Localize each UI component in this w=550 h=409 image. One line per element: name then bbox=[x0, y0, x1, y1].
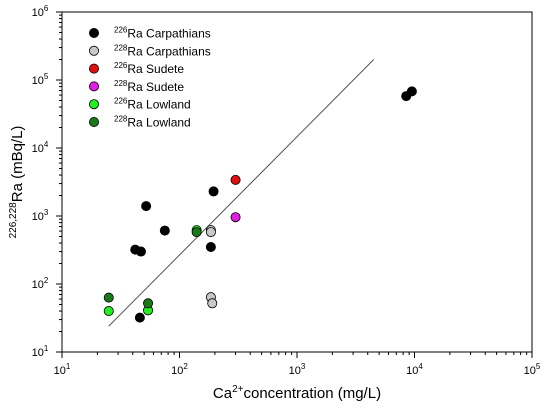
legend-label: 226Ra Carpathians bbox=[114, 26, 211, 41]
y-axis-title: 226,228Ra (mBq/L) bbox=[8, 126, 26, 239]
axis-titles: Ca2+concentration (mg/L) 226,228Ra (mBq/L… bbox=[8, 126, 381, 402]
x-axis-title: Ca2+concentration (mg/L) bbox=[213, 384, 381, 402]
y-tick-label: 104 bbox=[32, 140, 49, 155]
data-point bbox=[191, 227, 202, 238]
trend-line bbox=[108, 59, 375, 327]
data-point bbox=[205, 227, 216, 238]
y-tick-label: 102 bbox=[32, 276, 49, 291]
trend-line-group bbox=[108, 59, 375, 327]
series-1 bbox=[205, 225, 218, 309]
y-tick-label: 105 bbox=[32, 72, 49, 87]
legend-marker bbox=[89, 63, 100, 74]
legend-marker bbox=[89, 117, 100, 128]
legend-label: 228Ra Sudete bbox=[114, 79, 184, 94]
x-tick-label: 105 bbox=[524, 362, 541, 377]
data-point bbox=[207, 298, 218, 309]
x-tick-label: 103 bbox=[289, 362, 306, 377]
legend-marker bbox=[89, 99, 100, 110]
x-tick-label: 104 bbox=[406, 362, 423, 377]
data-point bbox=[103, 292, 114, 303]
legend-marker bbox=[89, 27, 100, 38]
legend: 226Ra Carpathians 228Ra Carpathians 226Ra … bbox=[89, 26, 211, 130]
y-tick-label: 106 bbox=[32, 4, 49, 19]
x-tick-label: 102 bbox=[171, 362, 188, 377]
data-point bbox=[143, 298, 154, 309]
legend-label: 226Ra Lowland bbox=[114, 97, 191, 112]
x-tick-label: 101 bbox=[54, 362, 71, 377]
data-point bbox=[159, 225, 170, 236]
legend-marker bbox=[89, 81, 100, 92]
series-3 bbox=[230, 212, 241, 223]
data-points bbox=[103, 86, 417, 323]
data-point bbox=[141, 201, 152, 212]
legend-marker bbox=[89, 45, 100, 56]
legend-label: 228Ra Lowland bbox=[114, 115, 191, 130]
series-5 bbox=[103, 227, 202, 309]
data-point bbox=[134, 312, 145, 323]
data-point bbox=[135, 246, 146, 257]
y-tick-label: 103 bbox=[32, 208, 49, 223]
data-point bbox=[208, 186, 219, 197]
data-point bbox=[205, 242, 216, 253]
data-point bbox=[230, 212, 241, 223]
legend-label: 226Ra Sudete bbox=[114, 61, 184, 76]
y-tick-label: 101 bbox=[32, 344, 49, 359]
data-point bbox=[103, 306, 114, 317]
axis-ticks: 101 102 103 104 105 101 102 103 104 105 106 bbox=[32, 4, 541, 377]
series-2 bbox=[230, 174, 241, 185]
data-point bbox=[406, 86, 417, 97]
legend-label: 228Ra Carpathians bbox=[114, 43, 211, 58]
data-point bbox=[230, 174, 241, 185]
series-0 bbox=[130, 86, 417, 323]
